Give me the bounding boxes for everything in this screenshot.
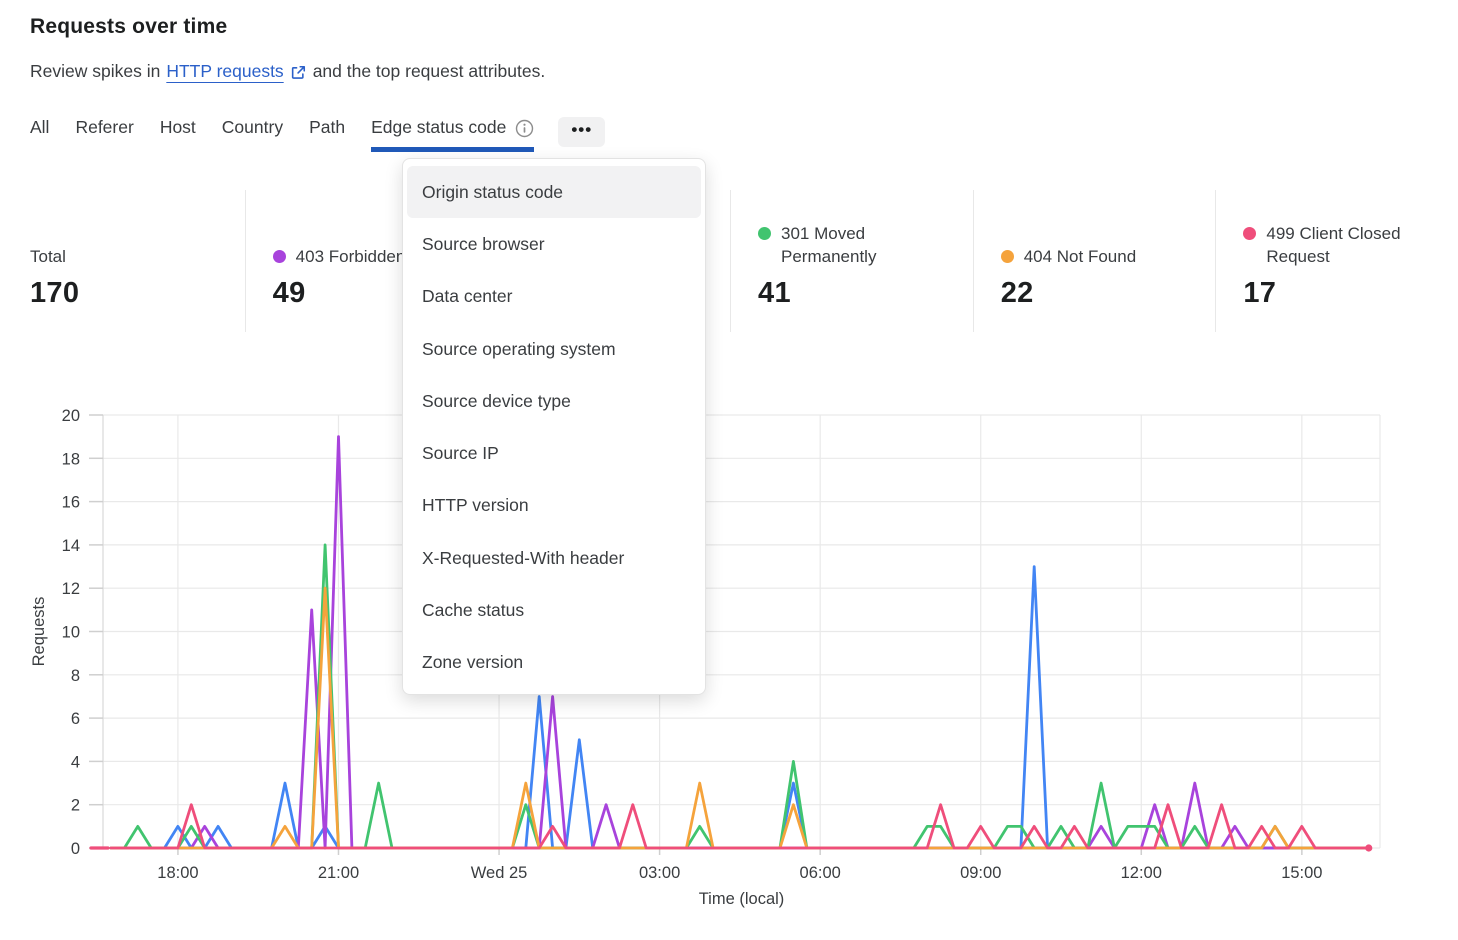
series-color-dot [1243, 227, 1257, 240]
stat-499-client-closed-request: 499 Client Closed Request 17 [1215, 190, 1458, 332]
page-subtitle: Review spikes in HTTP requests and the t… [30, 61, 545, 82]
tab-host[interactable]: Host [160, 117, 196, 152]
svg-text:18:00: 18:00 [157, 864, 198, 882]
svg-text:15:00: 15:00 [1281, 864, 1322, 882]
stat-404-not-found: 404 Not Found 22 [972, 190, 1216, 332]
more-tabs-button[interactable]: ••• [558, 117, 606, 147]
dropdown-item-source-device-type[interactable]: Source device type [422, 390, 571, 411]
dropdown-item-http-version[interactable]: HTTP version [422, 495, 529, 516]
tab-label: Country [221, 117, 284, 137]
stat-value: 17 [1243, 277, 1277, 309]
series-color-dot [1000, 250, 1014, 263]
svg-text:18: 18 [62, 450, 80, 468]
dropdown-item-origin-status-code[interactable]: Origin status code [407, 166, 701, 219]
tab-all[interactable]: All [30, 117, 49, 152]
stat-value: 49 [272, 277, 306, 309]
dropdown-item-zone-version[interactable]: Zone version [422, 652, 524, 673]
y-axis-label: Requests [30, 597, 48, 667]
dropdown-item-source-ip[interactable]: Source IP [422, 443, 499, 464]
svg-text:16: 16 [62, 494, 80, 512]
svg-text:12: 12 [62, 580, 80, 598]
stat-label: 499 Client Closed Request [1266, 224, 1401, 266]
stat-label: Total [30, 247, 66, 266]
series-color-dot [758, 227, 772, 240]
tab-label: Host [159, 117, 196, 137]
svg-text:4: 4 [71, 753, 80, 771]
tab-path[interactable]: Path [309, 117, 345, 152]
info-icon[interactable] [515, 119, 534, 138]
stat-label: 404 Not Found [1023, 247, 1137, 266]
svg-text:6: 6 [71, 710, 80, 728]
svg-text:10: 10 [62, 624, 80, 642]
svg-text:8: 8 [71, 667, 80, 685]
stat-label: 301 Moved Permanently [781, 224, 877, 266]
external-link-icon [290, 64, 307, 81]
series-line-499-client-closed-request [109, 803, 1371, 850]
stat-total: Total 170 [0, 190, 245, 332]
stats-row: Total 170 403 Forbidden 49 301 Moved Permane… [0, 190, 1458, 332]
stat-label: 403 Forbidden [295, 247, 406, 266]
subtitle-prefix: Review spikes in [30, 61, 161, 81]
svg-text:12:00: 12:00 [1121, 864, 1162, 882]
svg-text:0: 0 [71, 840, 80, 858]
svg-text:21:00: 21:00 [318, 864, 359, 882]
svg-text:09:00: 09:00 [960, 864, 1001, 882]
page-title: Requests over time [30, 15, 228, 38]
attribute-dropdown-menu: Origin status code Source browser Data cen… [402, 158, 706, 695]
requests-chart-svg[interactable]: 0 2 4 6 8 10 12 14 16 18 20 18:00 21:00 Wed 25 03:00 06… [0, 400, 1458, 940]
tab-label: Path [309, 117, 346, 137]
svg-text:20: 20 [62, 407, 80, 425]
tab-label: Edge status code [371, 117, 507, 137]
svg-text:Wed 25: Wed 25 [471, 864, 528, 882]
stat-301-moved-permanently: 301 Moved Permanently 41 [730, 190, 973, 332]
series-color-dot [272, 250, 286, 263]
dropdown-item-x-requested-with-header[interactable]: X-Requested-With header [422, 547, 625, 568]
tab-row: All Referer Host Country Path Edge status cod… [30, 117, 606, 152]
tab-edge-status-code[interactable]: Edge status code [371, 117, 535, 152]
dropdown-item-data-center[interactable]: Data center [422, 286, 513, 307]
dropdown-item-cache-status[interactable]: Cache status [422, 600, 525, 621]
tab-country[interactable]: Country [222, 117, 283, 152]
stat-value: 170 [30, 277, 80, 309]
svg-text:03:00: 03:00 [639, 864, 680, 882]
subtitle-suffix: and the top request attributes. [312, 61, 546, 81]
requests-chart[interactable]: 0 2 4 6 8 10 12 14 16 18 20 18:00 21:00 Wed 25 03:00 06… [0, 400, 1458, 940]
x-axis-label: Time (local) [699, 890, 785, 908]
svg-text:06:00: 06:00 [800, 864, 841, 882]
dropdown-item-source-operating-system[interactable]: Source operating system [422, 338, 616, 359]
tab-label: All [30, 117, 50, 137]
stat-value: 22 [1000, 277, 1034, 309]
svg-text:14: 14 [62, 537, 80, 555]
series-line-403-forbidden [109, 435, 1371, 850]
http-requests-link[interactable]: HTTP requests [166, 61, 284, 81]
dropdown-item-source-browser[interactable]: Source browser [422, 233, 545, 254]
stat-403-forbidden: 403 Forbidden 49 [244, 190, 488, 332]
stat-value: 41 [758, 277, 791, 309]
tab-bar: All Referer Host Country Path Edge status cod… [30, 117, 535, 152]
svg-text:2: 2 [71, 797, 80, 815]
tab-label: Referer [75, 117, 134, 137]
tab-referer[interactable]: Referer [75, 117, 133, 152]
